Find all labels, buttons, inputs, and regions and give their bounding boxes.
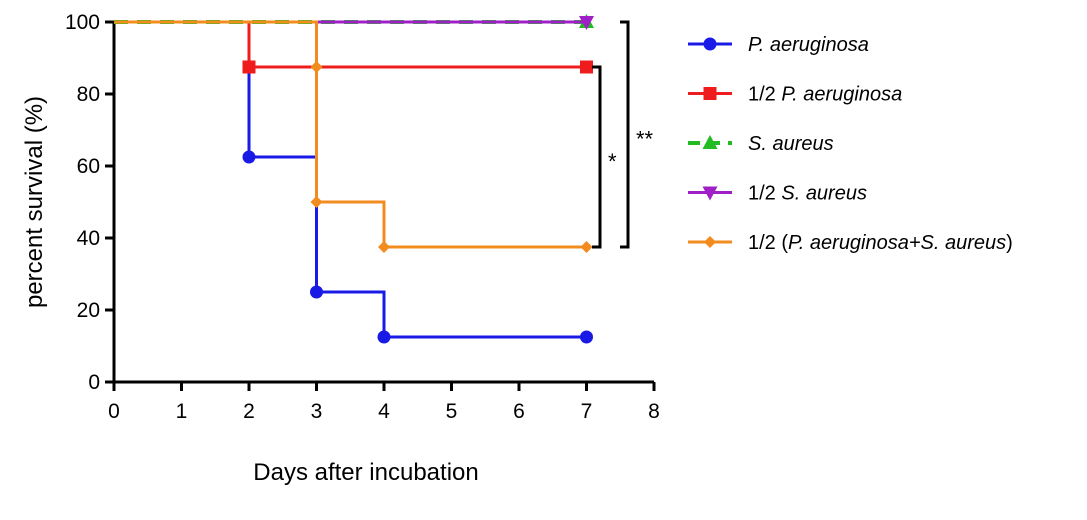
significance-label: **: [636, 127, 654, 152]
x-tick-label: 4: [378, 400, 390, 423]
legend-marker: [702, 186, 718, 201]
data-point: [242, 60, 256, 74]
legend-item-1-2-p-aeruginosa: 1/2 P. aeruginosa: [688, 84, 902, 106]
legend-marker: [704, 236, 716, 248]
legend-marker: [703, 37, 717, 51]
data-point: [310, 61, 323, 73]
legend-label: 1/2 P. aeruginosa: [748, 84, 902, 106]
legend-label: 1/2 (P. aeruginosa+S. aureus): [748, 232, 1013, 254]
series-1-2-p-aeruginosa-s-aureus: [114, 20, 593, 253]
x-tick-label: 0: [108, 400, 120, 423]
x-axis-title: Days after incubation: [253, 459, 478, 486]
series-layer: [114, 14, 594, 344]
legend-item-s-aureus: S. aureus: [688, 133, 834, 155]
series-1-2-p-aeruginosa: [114, 20, 593, 74]
y-tick-label: 60: [77, 155, 100, 178]
data-point: [580, 241, 593, 253]
legend-label: P. aeruginosa: [748, 34, 869, 56]
legend-marker: [703, 87, 717, 100]
data-point: [377, 330, 391, 344]
series-line: [114, 20, 587, 69]
x-tick-label: 2: [243, 400, 255, 423]
y-tick-label: 0: [88, 371, 100, 394]
x-tick-label: 7: [581, 400, 593, 423]
significance-annotations: ***: [592, 20, 654, 249]
y-axis-title: percent survival (%): [21, 96, 48, 308]
data-point: [310, 196, 323, 208]
significance-label: *: [608, 149, 617, 174]
legend-item-p-aeruginosa: P. aeruginosa: [688, 34, 869, 56]
x-tick-label: 1: [176, 400, 188, 423]
x-tick-label: 5: [446, 400, 458, 423]
y-tick-label: 80: [77, 83, 100, 106]
y-tick-label: 40: [77, 227, 100, 250]
data-point: [310, 285, 323, 299]
legend-item-1-2-p-aeruginosa-s-aureus: 1/2 (P. aeruginosa+S. aureus): [688, 232, 1013, 254]
legend-item-1-2-s-aureus: 1/2 S. aureus: [688, 183, 867, 205]
data-point: [378, 241, 390, 253]
series-p-aeruginosa: [114, 20, 593, 344]
legend: P. aeruginosa 1/2 P. aeruginosa S. aureus 1…: [688, 34, 1013, 254]
legend-label: S. aureus: [748, 133, 834, 155]
x-tick-label: 6: [513, 400, 525, 423]
data-point: [580, 330, 593, 344]
legend-marker: [702, 135, 718, 149]
y-tick-label: 20: [77, 299, 100, 322]
x-tick-label: 8: [648, 400, 660, 423]
data-point: [579, 16, 594, 30]
series-line: [114, 20, 587, 339]
y-tick-label: 100: [65, 11, 100, 34]
significance-bracket: *: [592, 65, 617, 249]
series-line: [114, 20, 587, 249]
significance-bracket: **: [620, 20, 654, 249]
data-point: [580, 60, 593, 74]
x-tick-label: 3: [311, 400, 323, 423]
data-point: [242, 150, 256, 164]
legend-label: 1/2 S. aureus: [748, 183, 867, 205]
